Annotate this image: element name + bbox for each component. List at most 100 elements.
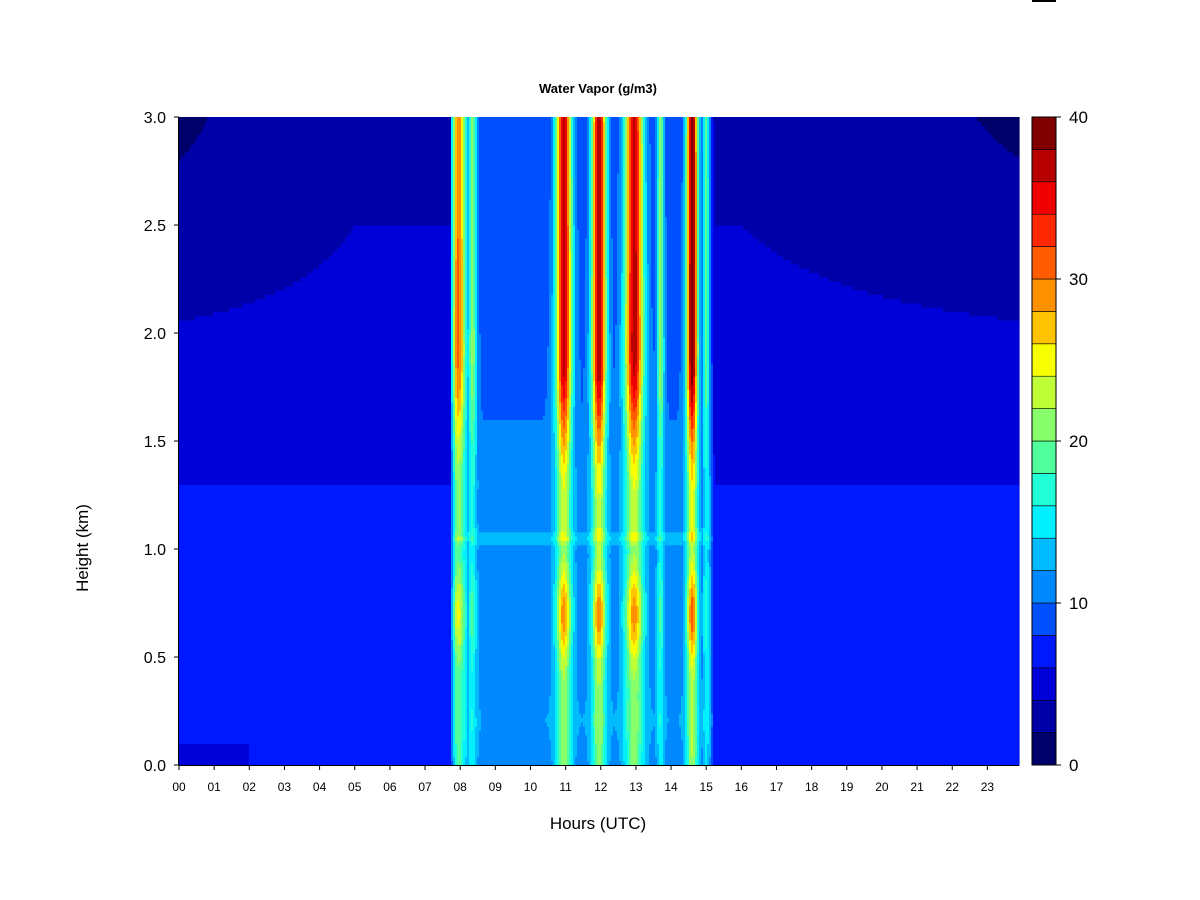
heat-cell [381, 484, 384, 766]
heat-cell [857, 117, 860, 291]
heat-cell [885, 484, 888, 766]
heat-cell [315, 117, 318, 269]
heat-cell [891, 298, 894, 485]
heat-cell [449, 117, 452, 226]
heat-cell [325, 259, 328, 485]
heat-cell [633, 428, 636, 446]
heat-cell [611, 531, 614, 546]
heat-cell [539, 544, 542, 766]
heat-cell [581, 117, 584, 403]
heat-cell [871, 294, 874, 485]
heat-cell [629, 544, 632, 554]
heat-cell [693, 631, 696, 645]
heat-cell [587, 402, 590, 455]
heat-cell [963, 311, 966, 485]
heat-cell [1005, 117, 1008, 148]
heat-cell [473, 484, 476, 528]
heat-cell [819, 276, 822, 485]
heat-cell [669, 419, 672, 533]
heat-cell [425, 225, 428, 485]
heat-cell [375, 117, 378, 226]
heat-cell [671, 419, 674, 533]
heat-cell [681, 117, 684, 183]
heat-cell [919, 117, 922, 304]
heat-cell [933, 307, 936, 485]
heat-cell [829, 281, 832, 485]
heat-cell [407, 484, 410, 766]
heat-cell [907, 302, 910, 485]
heat-cell [787, 117, 790, 261]
heat-cell [641, 462, 644, 533]
heat-cell [613, 544, 616, 714]
heat-cell [945, 484, 948, 766]
heat-cell [453, 117, 456, 308]
heat-cell [287, 285, 290, 485]
heat-cell [557, 540, 560, 546]
heat-cell [693, 428, 696, 442]
heat-cell [467, 117, 470, 330]
heat-cell [593, 544, 596, 559]
heat-cell [743, 229, 746, 485]
heat-cell [539, 531, 542, 546]
heat-cell [943, 311, 946, 485]
heat-cell [533, 419, 536, 533]
heat-cell [629, 652, 632, 680]
heat-cell [491, 531, 494, 546]
heat-cell [211, 315, 214, 485]
x-tick-label: 15 [700, 780, 714, 794]
heat-cell [633, 631, 636, 645]
heat-cell [179, 743, 182, 766]
heat-cell [595, 419, 598, 442]
heat-cell [631, 436, 634, 455]
heat-cell [439, 117, 442, 226]
heat-cell [425, 484, 428, 766]
heat-cell [893, 117, 896, 300]
heat-cell [999, 142, 1002, 321]
heat-cell [479, 531, 482, 546]
heat-cell [359, 117, 362, 226]
heat-cell [945, 311, 948, 485]
heat-cell [829, 484, 832, 766]
heat-cell [561, 605, 564, 624]
heat-cell [803, 117, 806, 269]
heat-cell [743, 484, 746, 766]
heat-cell [549, 117, 552, 200]
heat-cell [629, 639, 632, 654]
heat-cell [451, 402, 454, 451]
heat-cell [305, 484, 308, 766]
heat-cell [191, 484, 194, 744]
heat-cell [635, 419, 638, 438]
heat-cell [875, 294, 878, 485]
heat-cell [627, 117, 630, 386]
heat-cell [567, 561, 570, 585]
heat-cell [811, 272, 814, 485]
heat-cell [205, 121, 208, 317]
heat-cell [457, 436, 460, 464]
heat-cell [633, 544, 636, 554]
colorbar-swatch [1031, 635, 1057, 669]
heat-cell [629, 363, 632, 395]
heat-cell [461, 371, 464, 403]
heat-cell [833, 484, 836, 766]
heat-cell [603, 544, 606, 559]
heat-cell [331, 255, 334, 485]
heat-cell [309, 117, 312, 274]
heat-cell [593, 117, 596, 122]
heat-cell [781, 117, 784, 256]
heat-cell [593, 121, 596, 382]
heat-cell [605, 276, 608, 373]
heat-cell [343, 117, 346, 243]
heat-cell [667, 531, 670, 546]
heat-cell [561, 540, 564, 546]
heat-cell [855, 484, 858, 766]
heat-cell [311, 484, 314, 766]
heat-cell [837, 117, 840, 282]
heat-cell [601, 441, 604, 464]
heat-cell [597, 644, 600, 658]
heat-cell [461, 536, 464, 541]
heat-cell [765, 117, 768, 248]
heat-cell [515, 419, 518, 533]
heat-cell [657, 540, 660, 550]
heat-cell [605, 423, 608, 490]
heat-cell [243, 302, 246, 485]
